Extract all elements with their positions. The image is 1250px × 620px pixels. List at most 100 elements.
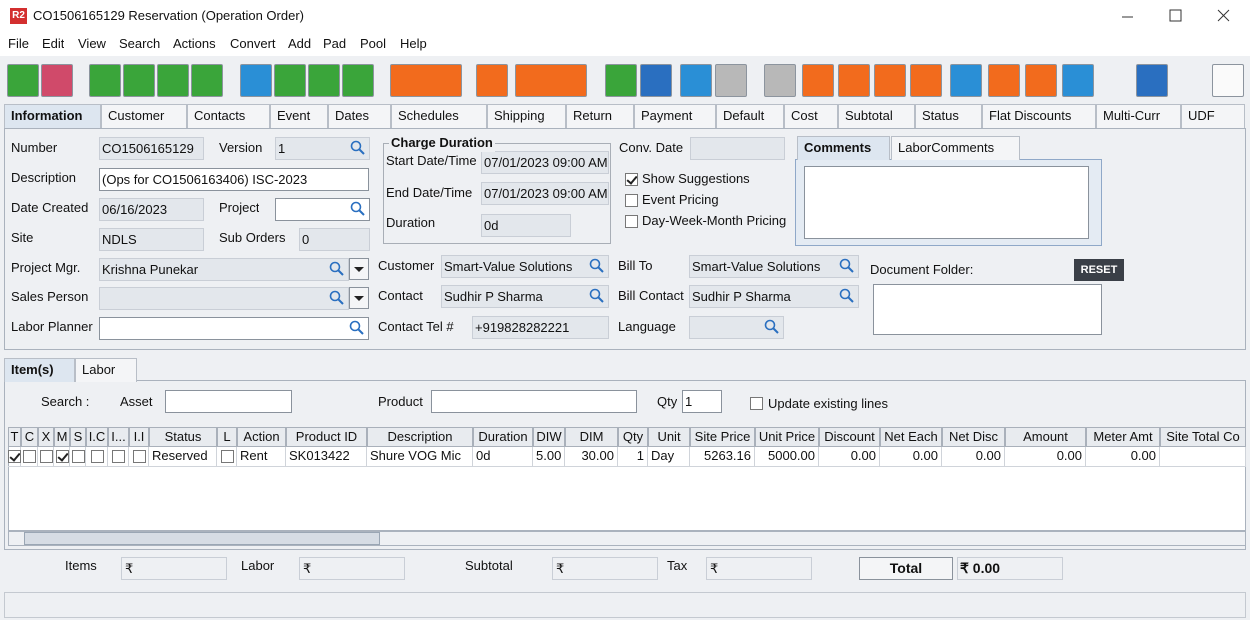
- search-icon[interactable]: [839, 258, 855, 274]
- menu-item[interactable]: File: [8, 36, 29, 51]
- column-header[interactable]: Meter Amt: [1086, 427, 1160, 447]
- column-header[interactable]: S: [70, 427, 86, 447]
- tab[interactable]: Shipping: [487, 104, 566, 128]
- checkbox[interactable]: [625, 215, 638, 228]
- input-field[interactable]: [690, 137, 785, 160]
- toolbar-button[interactable]: [476, 64, 508, 97]
- column-header[interactable]: Duration: [473, 427, 533, 447]
- tab[interactable]: Payment: [634, 104, 716, 128]
- tab[interactable]: Return: [566, 104, 634, 128]
- column-header[interactable]: X: [38, 427, 54, 447]
- search-icon[interactable]: [329, 290, 345, 306]
- input-field[interactable]: +919828282221: [472, 316, 609, 339]
- input-field[interactable]: 0d: [481, 214, 571, 237]
- checkbox[interactable]: [750, 397, 763, 410]
- toolbar-button[interactable]: [157, 64, 189, 97]
- search-icon[interactable]: [839, 288, 855, 304]
- search-icon[interactable]: [329, 261, 345, 277]
- search-icon[interactable]: [350, 201, 366, 217]
- toolbar-button[interactable]: [7, 64, 39, 97]
- input-field[interactable]: NDLS: [99, 228, 204, 251]
- column-header[interactable]: DIW: [533, 427, 565, 447]
- tab[interactable]: Multi-Curr: [1096, 104, 1181, 128]
- column-header[interactable]: Unit Price: [755, 427, 819, 447]
- input-field[interactable]: Smart-Value Solutions: [689, 255, 859, 278]
- column-header[interactable]: I.C: [86, 427, 108, 447]
- menu-item[interactable]: Edit: [42, 36, 65, 51]
- toolbar-button[interactable]: [640, 64, 672, 97]
- window-controls[interactable]: [1110, 6, 1240, 26]
- checkbox-label[interactable]: Show Suggestions: [642, 171, 750, 186]
- toolbar-button[interactable]: [1136, 64, 1168, 97]
- toolbar-button[interactable]: [191, 64, 223, 97]
- toolbar-button[interactable]: [41, 64, 73, 97]
- column-header[interactable]: DIM: [565, 427, 618, 447]
- column-header[interactable]: Description: [367, 427, 473, 447]
- menu-item[interactable]: Help: [400, 36, 427, 51]
- column-header[interactable]: Unit: [648, 427, 690, 447]
- comment-tab[interactable]: LaborComments: [891, 136, 1020, 160]
- reset-button[interactable]: RESET: [1074, 259, 1124, 281]
- checkbox[interactable]: [220, 450, 234, 463]
- menu-item[interactable]: Actions: [173, 36, 216, 51]
- checkbox-label[interactable]: Update existing lines: [768, 396, 888, 411]
- input-field[interactable]: CO1506165129: [99, 137, 204, 160]
- toolbar-button[interactable]: [950, 64, 982, 97]
- tab[interactable]: Event: [270, 104, 328, 128]
- column-header[interactable]: T: [8, 427, 21, 447]
- comment-tab[interactable]: Comments: [797, 136, 890, 160]
- toolbar-button[interactable]: [342, 64, 374, 97]
- tab[interactable]: Status: [915, 104, 982, 128]
- tab[interactable]: Cost: [784, 104, 838, 128]
- input-field[interactable]: 07/01/2023 09:00 AM: [481, 151, 609, 174]
- toolbar-button[interactable]: [89, 64, 121, 97]
- toolbar-button[interactable]: [515, 64, 587, 97]
- search-icon[interactable]: [589, 288, 605, 304]
- toolbar-button[interactable]: [605, 64, 637, 97]
- column-header[interactable]: Status: [149, 427, 217, 447]
- toolbar-button[interactable]: [1025, 64, 1057, 97]
- column-header[interactable]: I.I: [129, 427, 149, 447]
- toolbar-button[interactable]: [910, 64, 942, 97]
- toolbar-button[interactable]: [1062, 64, 1094, 97]
- checkbox-label[interactable]: Event Pricing: [642, 192, 719, 207]
- column-header[interactable]: Qty: [618, 427, 648, 447]
- toolbar-button[interactable]: [240, 64, 272, 97]
- checkbox[interactable]: [55, 450, 69, 463]
- column-header[interactable]: M: [54, 427, 70, 447]
- toolbar-button[interactable]: [988, 64, 1020, 97]
- column-header[interactable]: Net Disc: [942, 427, 1005, 447]
- tab[interactable]: Dates: [328, 104, 391, 128]
- input-field[interactable]: [99, 287, 349, 310]
- search-icon[interactable]: [349, 320, 365, 336]
- input-field[interactable]: [99, 317, 369, 340]
- tab[interactable]: Customer: [101, 104, 187, 128]
- toolbar-button[interactable]: [1212, 64, 1244, 97]
- toolbar-button[interactable]: [802, 64, 834, 97]
- search-icon[interactable]: [764, 319, 780, 335]
- column-header[interactable]: I...: [108, 427, 129, 447]
- column-header[interactable]: Net Each: [880, 427, 942, 447]
- dropdown-button[interactable]: [349, 258, 369, 280]
- column-header[interactable]: L: [217, 427, 237, 447]
- checkbox[interactable]: [8, 450, 21, 463]
- input-field[interactable]: 1: [275, 137, 370, 160]
- input-field[interactable]: Smart-Value Solutions: [441, 255, 609, 278]
- menu-item[interactable]: Pad: [323, 36, 347, 51]
- input-field[interactable]: 1: [682, 390, 722, 413]
- search-icon[interactable]: [350, 140, 366, 156]
- input-field[interactable]: (Ops for CO1506163406) ISC-2023: [99, 168, 369, 191]
- tab[interactable]: Information: [4, 104, 101, 128]
- input-field[interactable]: [275, 198, 370, 221]
- total-button[interactable]: Total: [859, 557, 953, 580]
- column-header[interactable]: C: [21, 427, 38, 447]
- toolbar-button[interactable]: [838, 64, 870, 97]
- input-field[interactable]: Sudhir P Sharma: [441, 285, 609, 308]
- comments-text[interactable]: [804, 166, 1089, 239]
- tab[interactable]: Subtotal: [838, 104, 915, 128]
- scroll-thumb[interactable]: [24, 532, 380, 545]
- checkbox[interactable]: [90, 450, 104, 463]
- toolbar-button[interactable]: [680, 64, 712, 97]
- checkbox[interactable]: [625, 194, 638, 207]
- tab[interactable]: Contacts: [187, 104, 270, 128]
